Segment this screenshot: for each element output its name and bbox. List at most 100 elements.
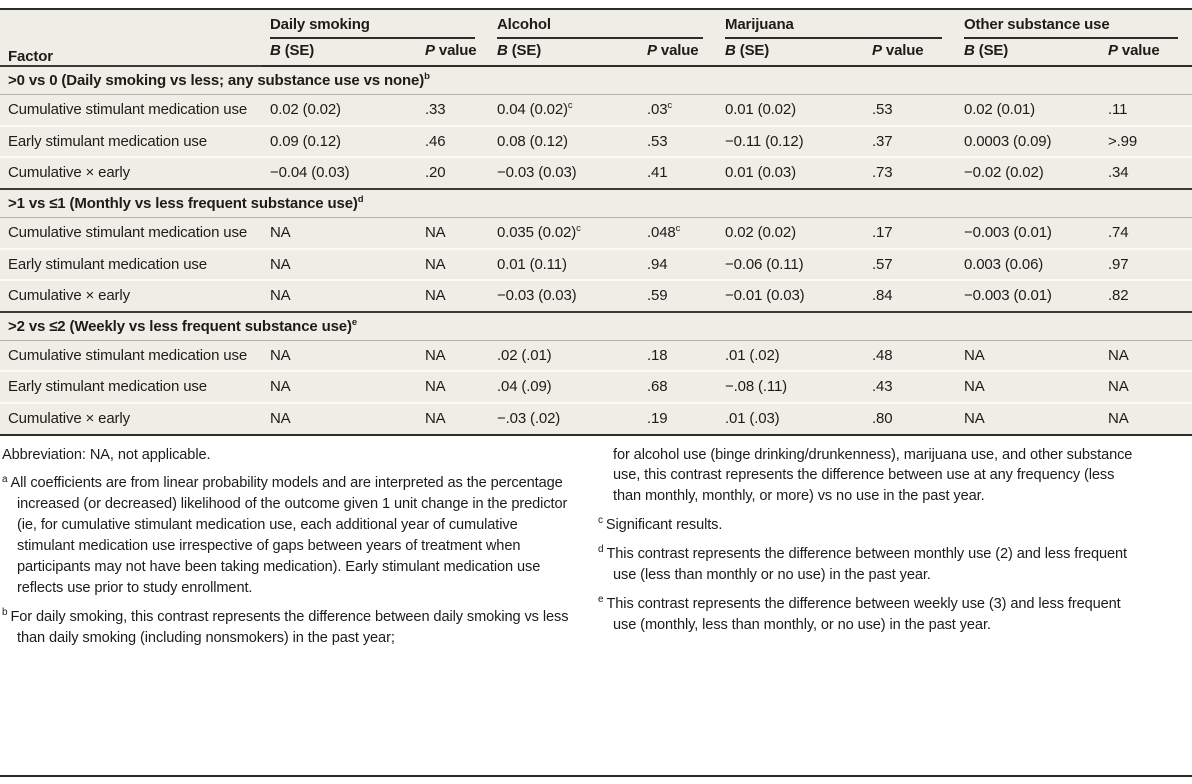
column-header-row: B (SE) P value B (SE) P value B (SE) P v… [0, 38, 1192, 68]
cell-marijuana-b: −0.11 (0.12) [717, 124, 865, 158]
cell-marijuana-b: −.08 (.11) [717, 370, 865, 403]
cell-daily-b: 0.02 (0.02) [262, 94, 417, 126]
footnote-e: e This contrast represents the difference… [598, 593, 1121, 633]
cell-alcohol-b: 0.04 (0.02)c [489, 94, 639, 126]
factor-cell: Cumulative stimulant medication use [0, 94, 262, 126]
b-se-header: B (SE) [262, 38, 417, 68]
p-value-header: P value [639, 38, 718, 68]
table-row: Early stimulant medication use 0.09 (0.1… [0, 124, 1192, 158]
cell-other-p: .74 [1100, 216, 1192, 249]
table-row: Cumulative × early −0.04 (0.03) .20 −0.0… [0, 156, 1192, 190]
footnote-a: a All coefficients are from linear probab… [2, 473, 568, 596]
factor-cell: Cumulative stimulant medication use [0, 216, 262, 249]
footnotes-right-column: for alcohol use (binge drinking/drunkenn… [598, 445, 1144, 657]
footnote-d: d This contrast represents the difference… [598, 544, 1128, 583]
table-row: Cumulative × early NA NA −0.03 (0.03) .5… [0, 279, 1192, 312]
section-title: >2 vs ≤2 (Weekly vs less frequent substa… [0, 310, 1192, 341]
factor-cell: Cumulative × early [0, 279, 262, 312]
cell-other-b: −0.003 (0.01) [956, 216, 1101, 249]
footnote-c: c Significant results. [598, 515, 723, 534]
cell-daily-b: 0.09 (0.12) [262, 124, 417, 158]
cell-daily-p: NA [417, 216, 489, 249]
table-row: Cumulative stimulant medication use NA N… [0, 216, 1192, 249]
group-label: Alcohol [497, 16, 704, 39]
table-row: Cumulative stimulant medication use 0.02… [0, 94, 1192, 126]
cell-daily-b: NA [262, 216, 417, 249]
cell-daily-b: NA [262, 279, 417, 312]
cell-alcohol-p: .68 [639, 370, 718, 403]
cell-daily-p: NA [417, 401, 489, 435]
cell-other-b: 0.003 (0.06) [956, 247, 1101, 281]
section-title: >1 vs ≤1 (Monthly vs less frequent subst… [0, 188, 1192, 218]
cell-other-b: 0.0003 (0.09) [956, 124, 1101, 158]
results-table: Factor Daily smoking Alcohol Marijuana O… [0, 8, 1192, 436]
factor-cell: Early stimulant medication use [0, 370, 262, 403]
cell-marijuana-p: .53 [864, 94, 957, 126]
group-header-marijuana: Marijuana [717, 9, 956, 39]
cell-alcohol-b: 0.035 (0.02)c [489, 216, 639, 249]
cell-other-b: NA [956, 339, 1101, 372]
cell-alcohol-b: −.03 (.02) [489, 401, 639, 435]
cell-marijuana-p: .48 [864, 339, 957, 372]
p-value-header: P value [417, 38, 489, 68]
cell-daily-p: NA [417, 279, 489, 312]
cell-other-p: NA [1100, 370, 1192, 403]
group-label: Marijuana [725, 16, 943, 39]
footnote-b: b For daily smoking, this contrast repres… [2, 606, 569, 646]
group-header-other-substance: Other substance use [956, 9, 1192, 39]
section-header-row: >0 vs 0 (Daily smoking vs less; any subs… [0, 65, 1192, 95]
group-header-daily-smoking: Daily smoking [262, 9, 489, 39]
table-row: Cumulative × early NA NA −.03 (.02) .19 … [0, 401, 1192, 435]
cell-daily-p: .46 [417, 124, 489, 158]
b-se-header: B (SE) [717, 38, 865, 68]
footnotes-left-column: Abbreviation: NA, not applicable. a All c… [2, 445, 572, 657]
cell-other-b: 0.02 (0.01) [956, 94, 1101, 126]
cell-daily-b: NA [262, 401, 417, 435]
cell-marijuana-b: 0.02 (0.02) [717, 216, 865, 249]
cell-alcohol-p: .19 [639, 401, 718, 435]
section-title: >0 vs 0 (Daily smoking vs less; any subs… [0, 65, 1192, 95]
cell-alcohol-b: .04 (.09) [489, 370, 639, 403]
factor-cell: Cumulative × early [0, 156, 262, 190]
table-row: Early stimulant medication use NA NA .04… [0, 370, 1192, 403]
cell-alcohol-p: .59 [639, 279, 718, 312]
cell-alcohol-p: .048c [639, 216, 718, 249]
table-row: Early stimulant medication use NA NA 0.0… [0, 247, 1192, 281]
cell-marijuana-p: .80 [864, 401, 957, 435]
group-label: Daily smoking [270, 16, 475, 39]
cell-marijuana-b: −0.01 (0.03) [717, 279, 865, 312]
group-header-alcohol: Alcohol [489, 9, 717, 39]
cell-other-p: >.99 [1100, 124, 1192, 158]
cell-daily-p: .33 [417, 94, 489, 126]
cell-alcohol-p: .53 [639, 124, 718, 158]
cell-daily-p: NA [417, 370, 489, 403]
cell-other-b: NA [956, 401, 1101, 435]
factor-cell: Cumulative stimulant medication use [0, 339, 262, 372]
cell-daily-p: NA [417, 339, 489, 372]
cell-alcohol-b: 0.01 (0.11) [489, 247, 639, 281]
cell-alcohol-p: .41 [639, 156, 718, 190]
section-header-row: >1 vs ≤1 (Monthly vs less frequent subst… [0, 188, 1192, 218]
cell-daily-b: −0.04 (0.03) [262, 156, 417, 190]
cell-other-b: −0.003 (0.01) [956, 279, 1101, 312]
footnotes: Abbreviation: NA, not applicable. a All c… [0, 436, 1192, 657]
cell-other-p: NA [1100, 339, 1192, 372]
cell-alcohol-p: .18 [639, 339, 718, 372]
cell-marijuana-b: .01 (.02) [717, 339, 865, 372]
factor-cell: Early stimulant medication use [0, 124, 262, 158]
cell-alcohol-p: .94 [639, 247, 718, 281]
cell-marijuana-p: .37 [864, 124, 957, 158]
b-se-header: B (SE) [489, 38, 639, 68]
cell-daily-b: NA [262, 339, 417, 372]
cell-other-p: NA [1100, 401, 1192, 435]
bottom-rule [0, 775, 1192, 777]
p-value-header: P value [864, 38, 957, 68]
abbreviation-note: Abbreviation: NA, not applicable. [2, 446, 211, 463]
factor-cell: Early stimulant medication use [0, 247, 262, 281]
cell-other-p: .82 [1100, 279, 1192, 312]
cell-marijuana-p: .17 [864, 216, 957, 249]
factor-header: Factor [8, 47, 53, 65]
cell-marijuana-p: .73 [864, 156, 957, 190]
section-header-row: >2 vs ≤2 (Weekly vs less frequent substa… [0, 310, 1192, 341]
